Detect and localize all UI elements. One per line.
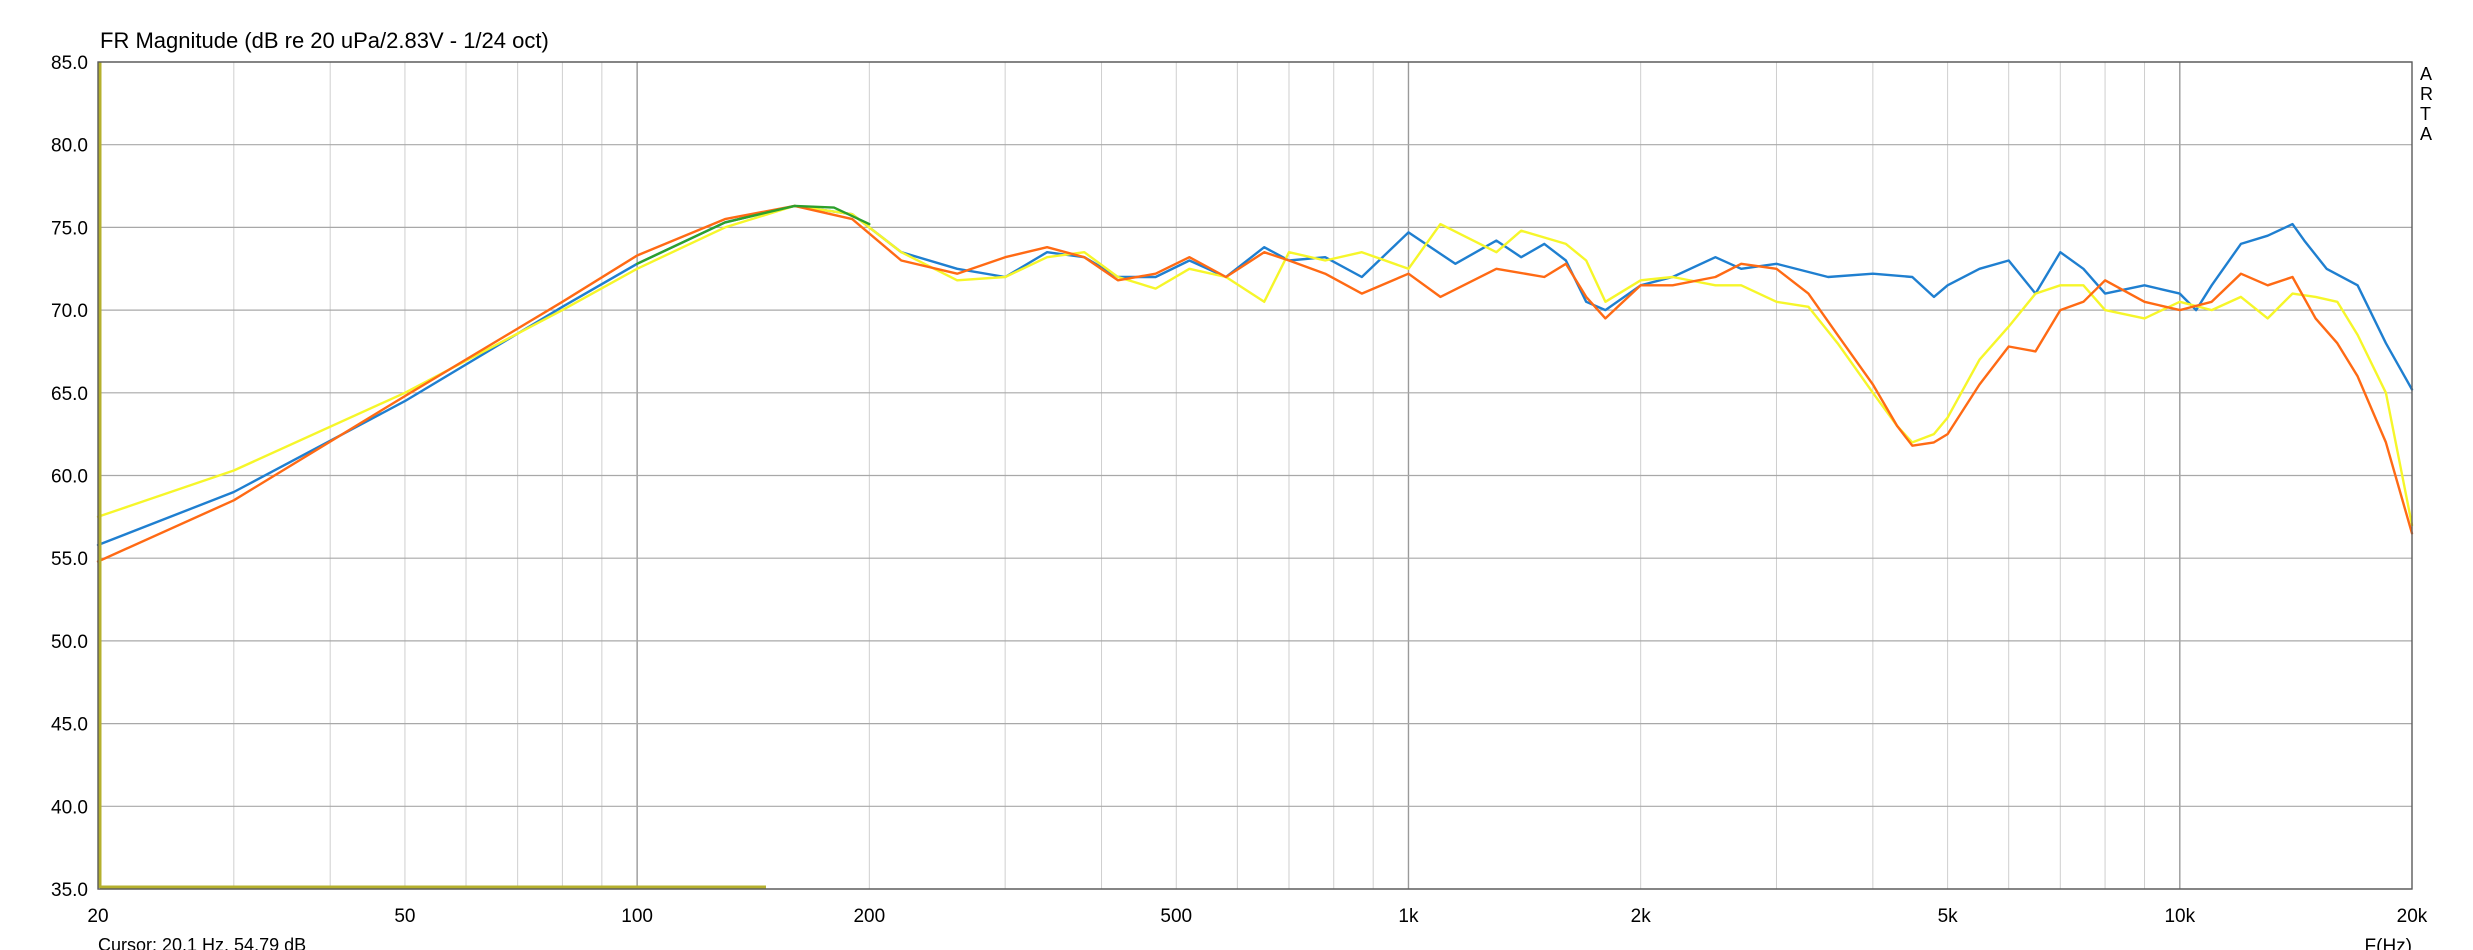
y-axis-tick-labels: 85.0 80.0 75.0 70.0 65.0 60.0 55.0 50.0 45.0 40.0… xyxy=(51,53,88,901)
y-tick-label: 55.0 xyxy=(51,549,88,570)
y-tick-label: 35.0 xyxy=(51,880,88,901)
x-tick-label: 500 xyxy=(1160,906,1192,927)
y-tick-label: 65.0 xyxy=(51,384,88,405)
brand-letter: T xyxy=(2420,104,2431,124)
brand-letter: R xyxy=(2420,84,2433,104)
brand-letter: A xyxy=(2420,124,2432,144)
x-axis-tick-labels: 20 50 100 200 500 1k 2k 5k 10k 20k xyxy=(87,906,2427,927)
x-tick-label: 10k xyxy=(2164,906,2195,927)
series-lines xyxy=(96,204,2414,563)
y-tick-label: 45.0 xyxy=(51,715,88,736)
x-tick-label: 50 xyxy=(394,906,415,927)
chart-title: FR Magnitude (dB re 20 uPa/2.83V - 1/24 … xyxy=(100,28,549,53)
plot-grid xyxy=(97,61,2413,890)
x-tick-label: 20k xyxy=(2397,906,2428,927)
series-line-4 xyxy=(635,204,871,265)
plot-frame xyxy=(97,61,2413,890)
cursor-readout: Cursor: 20.1 Hz, 54.79 dB xyxy=(98,935,306,950)
brand-letter: A xyxy=(2420,64,2432,84)
x-axis-label: F(Hz) xyxy=(2365,936,2412,950)
y-tick-label: 40.0 xyxy=(51,797,88,818)
y-tick-label: 75.0 xyxy=(51,218,88,239)
y-tick-label: 50.0 xyxy=(51,632,88,653)
x-tick-label: 100 xyxy=(621,906,653,927)
x-tick-label: 200 xyxy=(853,906,885,927)
series-line-3 xyxy=(96,204,2414,563)
y-tick-label: 60.0 xyxy=(51,467,88,488)
x-tick-label: 1k xyxy=(1398,906,1419,927)
x-tick-label: 5k xyxy=(1938,906,1959,927)
y-tick-label: 80.0 xyxy=(51,136,88,157)
x-tick-label: 20 xyxy=(87,906,108,927)
y-tick-label: 70.0 xyxy=(51,301,88,322)
x-tick-label: 2k xyxy=(1631,906,1652,927)
y-tick-label: 85.0 xyxy=(51,53,88,74)
